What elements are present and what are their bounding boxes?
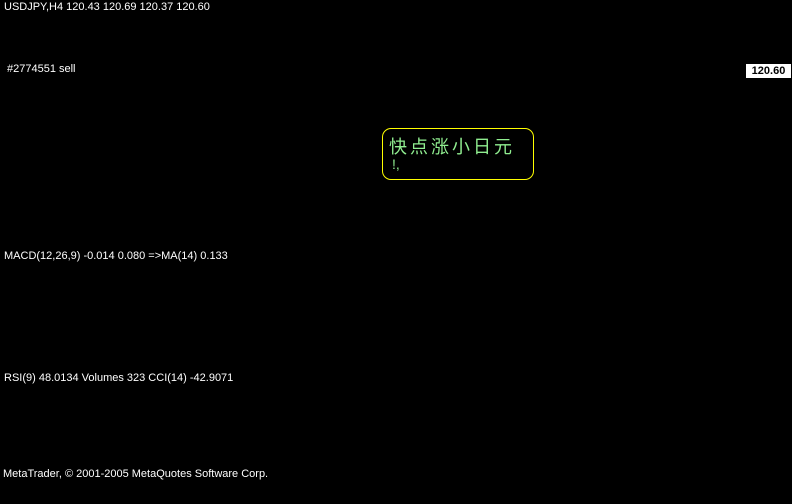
order-label: #2774551 sell: [7, 63, 76, 75]
copyright-text: MetaTrader, © 2001-2005 MetaQuotes Softw…: [3, 468, 269, 480]
macd-indicator-label: MACD(12,26,9) -0.014 0.080 =>MA(14) 0.13…: [4, 250, 228, 262]
current-price-box: 120.60: [746, 64, 791, 78]
chart-title: USDJPY,H4 120.43 120.69 120.37 120.60: [4, 1, 210, 13]
rsi-indicator-label: RSI(9) 48.0134 Volumes 323 CCI(14) -42.9…: [4, 372, 234, 384]
annotation-text-line2: !,: [392, 156, 400, 172]
annotation-text: 快点涨小日元: [389, 137, 515, 157]
annotation-box[interactable]: [382, 128, 534, 180]
